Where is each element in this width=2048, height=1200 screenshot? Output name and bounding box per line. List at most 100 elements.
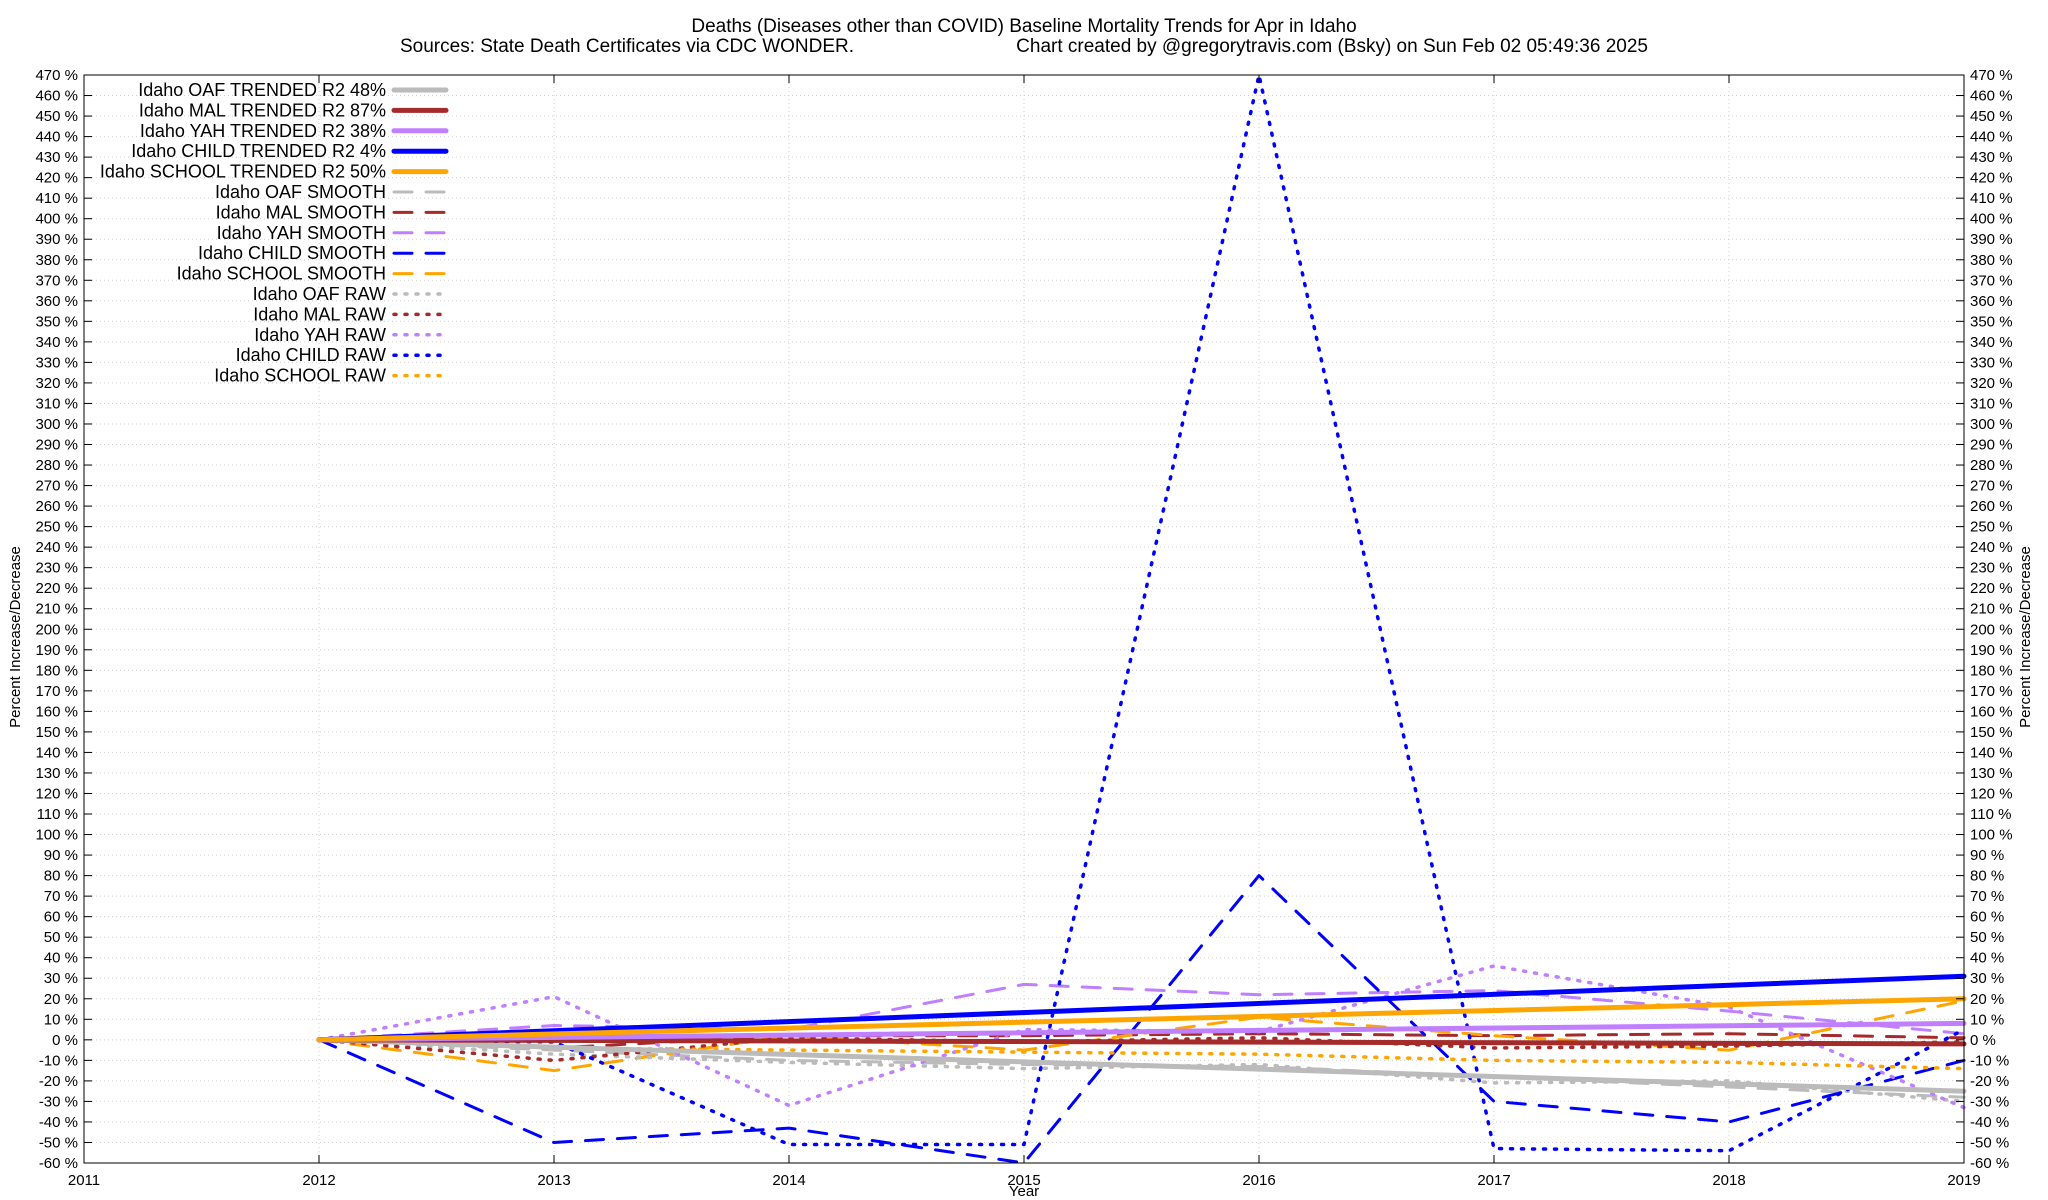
- x-axis-label: Year: [1009, 1183, 1039, 1200]
- y-tick-label-right: 350 %: [1970, 313, 2013, 330]
- y-tick-label-right: 270 %: [1970, 478, 2013, 495]
- y-tick-label-right: 360 %: [1970, 293, 2013, 310]
- chart-title: Deaths (Diseases other than COVID) Basel…: [691, 16, 1356, 37]
- y-tick-label-right: 210 %: [1970, 601, 2013, 618]
- y-tick-label-left: -20 %: [39, 1073, 78, 1090]
- y-tick-label-left: 150 %: [35, 724, 78, 741]
- y-tick-label-right: 260 %: [1970, 498, 2013, 515]
- y-tick-label-left: 390 %: [35, 231, 78, 248]
- y-tick-label-right: 100 %: [1970, 827, 2013, 844]
- y-tick-label-right: 200 %: [1970, 621, 2013, 638]
- y-tick-label-right: 160 %: [1970, 703, 2013, 720]
- x-tick-label: 2014: [772, 1172, 805, 1189]
- y-tick-label-right: 300 %: [1970, 416, 2013, 433]
- y-tick-label-right: 440 %: [1970, 129, 2013, 146]
- series-line-idaho-school-smooth: [317, 999, 1966, 1073]
- y-tick-label-left: 80 %: [44, 868, 78, 885]
- y-tick-label-left: 60 %: [44, 909, 78, 926]
- y-tick-label-left: 110 %: [37, 806, 78, 823]
- y-tick-label-left: 160 %: [35, 703, 78, 720]
- grid-layer: [83, 74, 1965, 1164]
- y-tick-label-left: 0 %: [52, 1032, 78, 1049]
- legend-label-idaho-oaf-raw: Idaho OAF RAW: [253, 284, 386, 304]
- y-tick-label-right: 330 %: [1970, 354, 2013, 371]
- y-tick-label-left: 330 %: [35, 354, 78, 371]
- y-tick-label-right: 180 %: [1970, 662, 2013, 679]
- y-tick-label-right: 430 %: [1970, 149, 2013, 166]
- x-tick-label: 2019: [1947, 1172, 1980, 1189]
- y-tick-label-right: 40 %: [1970, 950, 2004, 967]
- y-tick-label-right: 340 %: [1970, 334, 2013, 351]
- legend-label-idaho-mal-smooth: Idaho MAL SMOOTH: [216, 202, 386, 222]
- y-tick-label-left: 100 %: [35, 827, 78, 844]
- y-tick-label-left: 300 %: [35, 416, 78, 433]
- y-axis-left: -60 % -50 % -40 % -30 % -20 % -10 % 0 % 10 % 20 …: [35, 67, 92, 1172]
- y-tick-label-right: 280 %: [1970, 457, 2013, 474]
- y-tick-label-right: 390 %: [1970, 231, 2013, 248]
- y-tick-label-right: -10 %: [1970, 1052, 2009, 1069]
- y-tick-label-left: 10 %: [44, 1011, 78, 1028]
- y-tick-label-left: 30 %: [44, 970, 78, 987]
- y-tick-label-right: 120 %: [1970, 785, 2013, 802]
- legend-label-idaho-school-trended-r2-50: Idaho SCHOOL TRENDED R2 50%: [100, 162, 386, 182]
- x-tick-label: 2012: [302, 1172, 335, 1189]
- y-tick-label-left: 430 %: [35, 149, 78, 166]
- y-tick-label-left: 410 %: [35, 190, 78, 207]
- y-tick-label-left: 90 %: [44, 847, 78, 864]
- y-tick-label-left: 280 %: [35, 457, 78, 474]
- y-tick-label-right: 460 %: [1970, 88, 2013, 105]
- y-tick-label-right: -60 %: [1970, 1155, 2009, 1172]
- y-tick-label-left: 70 %: [44, 888, 78, 905]
- y-tick-label-left: 360 %: [35, 293, 78, 310]
- legend-label-idaho-child-raw: Idaho CHILD RAW: [236, 345, 386, 365]
- y-tick-label-left: 240 %: [35, 539, 78, 556]
- y-tick-label-right: 130 %: [1970, 765, 2013, 782]
- y-axis-right: -60 % -50 % -40 % -30 % -20 % -10 % 0 % 10 % 20 …: [1956, 67, 2013, 1172]
- x-tick-label: 2017: [1477, 1172, 1510, 1189]
- y-tick-label-right: 150 %: [1970, 724, 2013, 741]
- y-tick-label-left: -60 %: [39, 1155, 78, 1172]
- y-tick-label-left: 440 %: [35, 129, 78, 146]
- y-tick-label-right: 170 %: [1970, 683, 2013, 700]
- y-tick-label-right: 110 %: [1970, 806, 2011, 823]
- y-tick-label-left: 380 %: [35, 252, 78, 269]
- x-tick-label: 2016: [1242, 1172, 1275, 1189]
- x-tick-label: 2018: [1712, 1172, 1745, 1189]
- y-tick-label-left: 170 %: [35, 683, 78, 700]
- y-tick-label-left: 420 %: [35, 170, 78, 187]
- y-tick-label-right: 30 %: [1970, 970, 2004, 987]
- y-tick-label-left: 40 %: [44, 950, 78, 967]
- y-tick-label-right: 230 %: [1970, 560, 2013, 577]
- y-tick-label-right: 250 %: [1970, 519, 2013, 536]
- series-line-idaho-mal-trended-r2-87: [316, 1037, 1967, 1047]
- y-tick-label-left: -50 %: [39, 1134, 78, 1151]
- y-tick-label-right: -30 %: [1970, 1093, 2009, 1110]
- legend-label-idaho-school-raw: Idaho SCHOOL RAW: [214, 366, 386, 386]
- y-tick-label-right: 310 %: [1970, 395, 2013, 412]
- y-tick-label-right: 380 %: [1970, 252, 2013, 269]
- y-tick-label-left: 450 %: [35, 108, 78, 125]
- y-tick-label-right: 370 %: [1970, 272, 2013, 289]
- y-tick-label-left: 120 %: [35, 785, 78, 802]
- y-tick-label-left: 460 %: [35, 88, 78, 105]
- y-tick-label-right: 290 %: [1970, 437, 2013, 454]
- legend-label-idaho-oaf-trended-r2-48: Idaho OAF TRENDED R2 48%: [138, 80, 386, 100]
- y-tick-label-left: 310 %: [35, 395, 78, 412]
- y-tick-label-right: -50 %: [1970, 1134, 2009, 1151]
- series-line-idaho-school-trended-r2-50: [316, 996, 1967, 1043]
- y-tick-label-right: 470 %: [1970, 67, 2013, 84]
- y-axis-label-right: Percent Increase/Decrease: [2017, 546, 2034, 728]
- y-tick-label-left: 270 %: [35, 478, 78, 495]
- y-tick-label-right: 400 %: [1970, 211, 2013, 228]
- y-tick-label-left: 130 %: [35, 765, 78, 782]
- series-line-idaho-oaf-smooth: [317, 1038, 1966, 1099]
- legend-label-idaho-yah-raw: Idaho YAH RAW: [254, 325, 386, 345]
- legend-label-idaho-yah-smooth: Idaho YAH SMOOTH: [217, 223, 386, 243]
- series-layer: [316, 73, 1967, 1165]
- y-tick-label-left: 470 %: [35, 67, 78, 84]
- y-tick-label-right: 410 %: [1970, 190, 2013, 207]
- y-tick-label-left: 210 %: [35, 601, 78, 618]
- y-tick-label-left: 220 %: [35, 580, 78, 597]
- legend-label-idaho-mal-raw: Idaho MAL RAW: [253, 304, 386, 324]
